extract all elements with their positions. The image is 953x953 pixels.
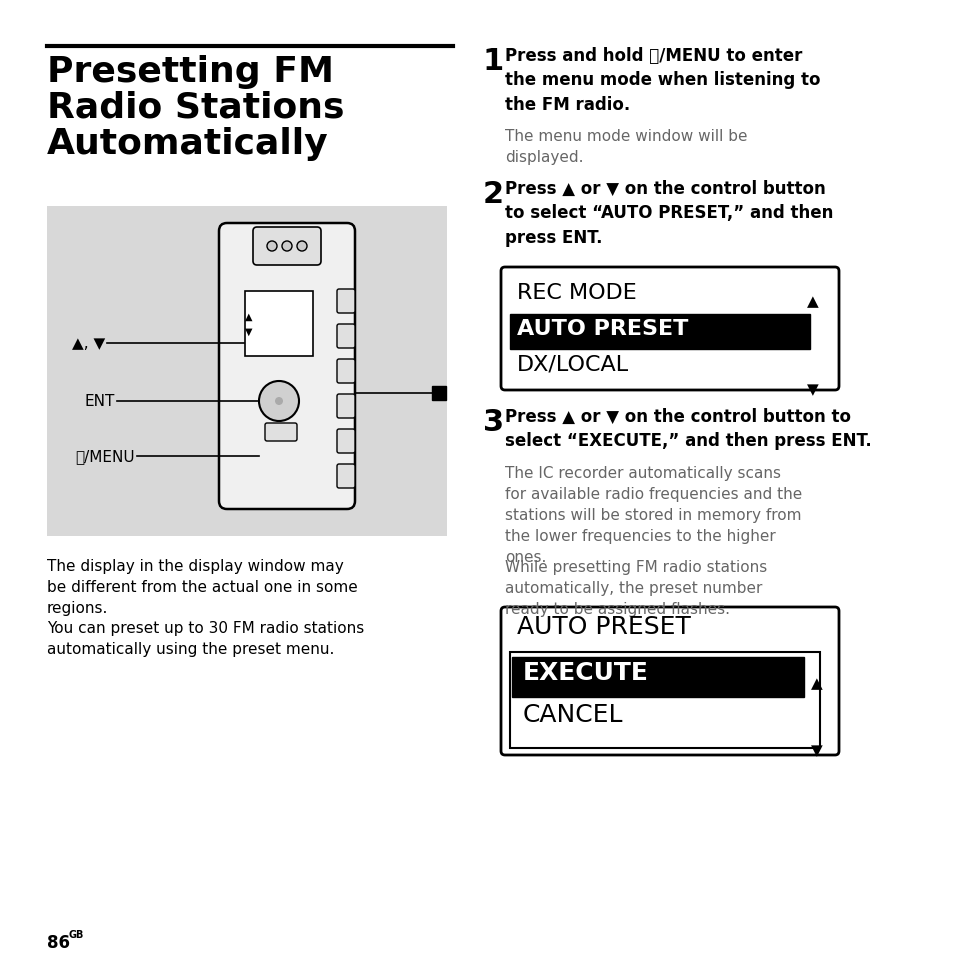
Text: EXECUTE: EXECUTE [522,660,648,684]
Text: AUTO PRESET: AUTO PRESET [517,318,688,338]
Text: Press and hold ⎕/MENU to enter
the menu mode when listening to
the FM radio.: Press and hold ⎕/MENU to enter the menu … [504,47,820,113]
FancyBboxPatch shape [500,268,838,391]
Bar [432,387,446,400]
Text: ▼: ▼ [806,381,818,396]
Text: Radio Stations: Radio Stations [47,91,344,125]
Text: 1: 1 [482,47,504,76]
Circle shape [267,242,276,252]
FancyBboxPatch shape [336,464,355,489]
Bar [512,658,803,698]
Text: DX/LOCAL: DX/LOCAL [517,355,628,375]
FancyBboxPatch shape [336,325,355,349]
FancyBboxPatch shape [336,395,355,418]
FancyBboxPatch shape [510,652,820,748]
Circle shape [296,242,307,252]
Text: The IC recorder automatically scans
for available radio frequencies and the
stat: The IC recorder automatically scans for … [504,465,801,564]
Text: Press ▲ or ▼ on the control button to
select “EXECUTE,” and then press ENT.: Press ▲ or ▼ on the control button to se… [504,408,871,450]
FancyBboxPatch shape [336,430,355,454]
Circle shape [274,397,283,406]
Text: 3: 3 [482,408,503,436]
Bar [510,314,809,350]
Text: ▼: ▼ [245,327,253,336]
Text: 86: 86 [47,933,70,951]
Text: The menu mode window will be
displayed.: The menu mode window will be displayed. [504,129,747,165]
Text: ▲, ▼: ▲, ▼ [71,336,105,351]
Text: The display in the display window may
be different from the actual one in some
r: The display in the display window may be… [47,558,357,616]
Text: AUTO PRESET: AUTO PRESET [517,615,690,639]
Text: ⎕/MENU: ⎕/MENU [75,449,135,464]
Text: ▲: ▲ [810,676,822,690]
FancyBboxPatch shape [253,228,320,266]
Text: You can preset up to 30 FM radio stations
automatically using the preset menu.: You can preset up to 30 FM radio station… [47,620,364,657]
FancyBboxPatch shape [336,290,355,314]
Text: CANCEL: CANCEL [522,702,623,726]
Bar [245,292,313,356]
Text: Press ▲ or ▼ on the control button
to select “AUTO PRESET,” and then
press ENT.: Press ▲ or ▼ on the control button to se… [504,180,833,246]
FancyBboxPatch shape [219,224,355,510]
Text: Presetting FM: Presetting FM [47,55,334,89]
Text: Automatically: Automatically [47,127,328,161]
FancyBboxPatch shape [336,359,355,384]
Text: ▲: ▲ [806,294,818,309]
Circle shape [282,242,292,252]
Text: ▲: ▲ [245,312,253,322]
Text: 2: 2 [482,180,503,209]
FancyBboxPatch shape [265,423,296,441]
Text: While presetting FM radio stations
automatically, the preset number
ready to be : While presetting FM radio stations autom… [504,559,766,617]
Text: GB: GB [69,929,84,939]
Text: REC MODE: REC MODE [517,283,636,303]
Text: ENT: ENT [85,395,115,409]
Bar [47,207,447,537]
Circle shape [258,381,298,421]
Text: ▼: ▼ [810,742,822,758]
FancyBboxPatch shape [500,607,838,755]
